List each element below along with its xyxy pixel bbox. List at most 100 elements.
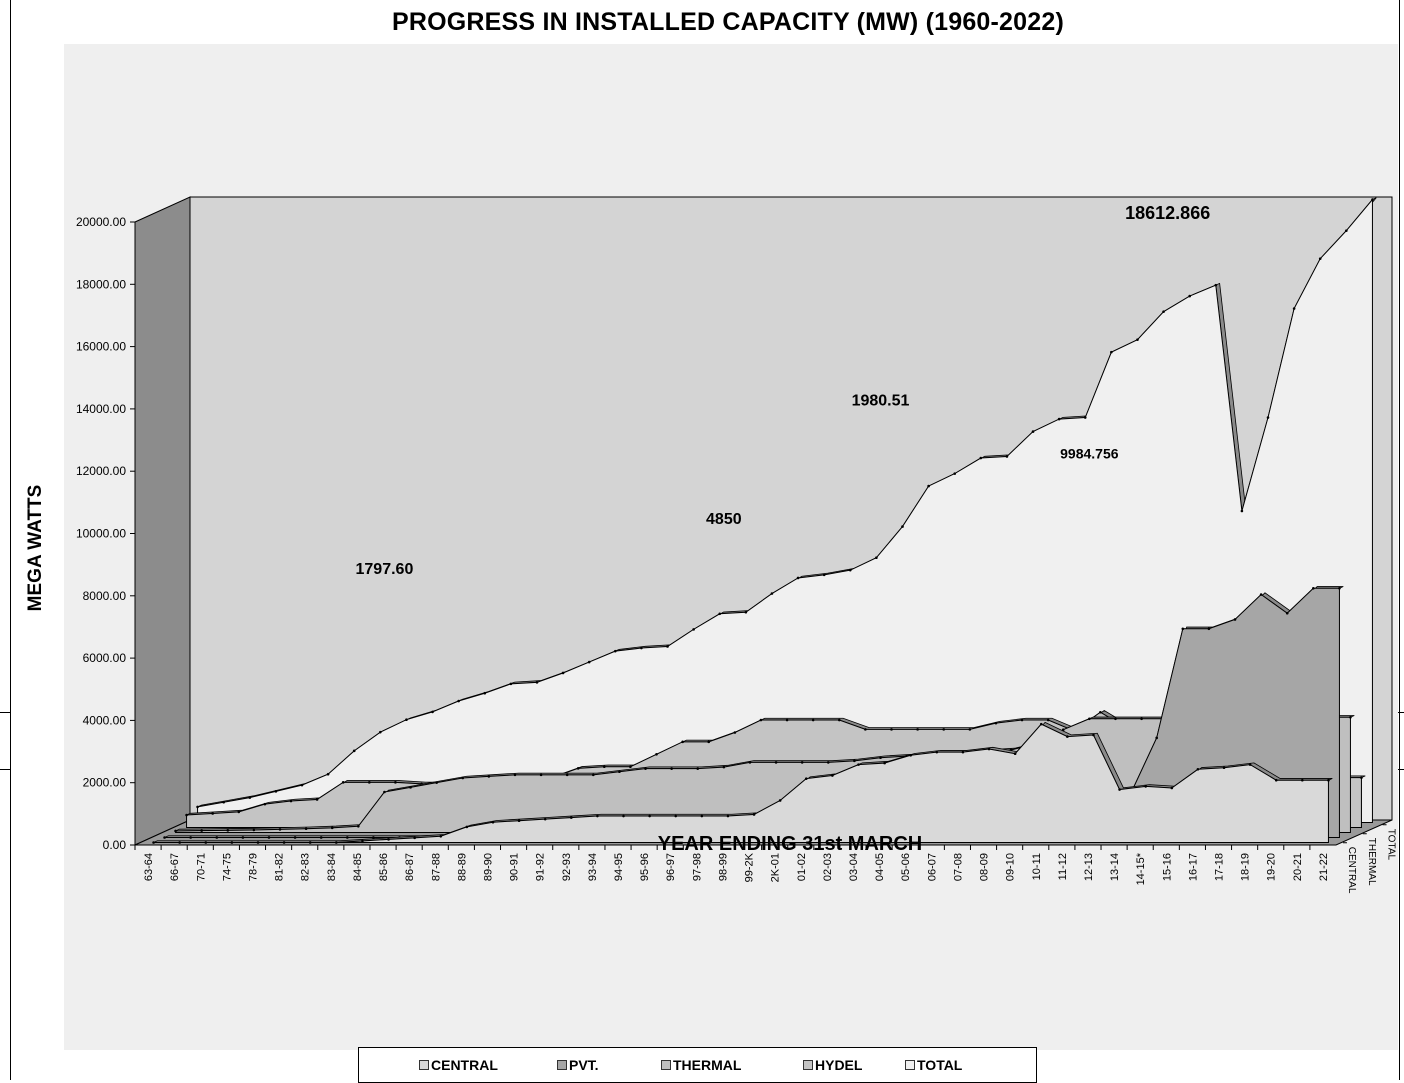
data-point-central bbox=[256, 841, 260, 844]
data-point-thermal bbox=[591, 773, 595, 777]
data-point-total bbox=[666, 645, 669, 648]
data-point-central bbox=[1144, 785, 1147, 788]
data-point-pvt bbox=[1155, 736, 1158, 740]
legend-item-thermal: THERMAL bbox=[661, 1057, 741, 1073]
legend-swatch bbox=[557, 1060, 567, 1070]
frame-edge-mark bbox=[0, 712, 10, 713]
data-point-thermal bbox=[774, 761, 778, 764]
legend-item-pvt: PVT. bbox=[557, 1057, 599, 1073]
data-point-total bbox=[1240, 509, 1244, 513]
y-tick-label: 0.00 bbox=[103, 838, 127, 852]
data-point-pvt bbox=[1259, 593, 1263, 596]
data-point-thermal bbox=[565, 773, 569, 777]
data-point-total bbox=[509, 682, 513, 686]
data-point-total bbox=[1110, 350, 1113, 354]
data-point-central bbox=[517, 819, 521, 822]
data-point-total bbox=[561, 671, 565, 675]
data-point-hydel bbox=[185, 813, 188, 817]
data-point-total bbox=[613, 649, 617, 653]
data-point-hydel bbox=[785, 718, 789, 722]
x-tick-label: 18-19 bbox=[1240, 853, 1252, 881]
x-tick-label: 82-83 bbox=[300, 853, 312, 881]
data-point-thermal bbox=[1140, 717, 1143, 721]
data-point-central bbox=[361, 839, 364, 843]
y-axis-label: MEGA WATTS bbox=[25, 484, 46, 612]
data-point-thermal bbox=[383, 790, 386, 794]
data-point-thermal bbox=[670, 767, 673, 770]
data-point-central bbox=[1222, 766, 1226, 770]
data-annotation: 18612.866 bbox=[1125, 203, 1210, 223]
data-point-total bbox=[770, 592, 774, 595]
data-point-thermal bbox=[618, 770, 621, 774]
data-point-central bbox=[387, 838, 390, 841]
x-tick-label: 96-97 bbox=[665, 853, 677, 881]
data-point-hydel bbox=[263, 802, 267, 806]
data-point-total bbox=[431, 710, 434, 714]
x-tick-label: 92-93 bbox=[561, 853, 573, 881]
data-point-pvt bbox=[1285, 611, 1289, 615]
data-annotation: 1797.60 bbox=[356, 561, 414, 578]
legend-swatch bbox=[905, 1060, 915, 1070]
x-tick-label: 93-94 bbox=[587, 853, 599, 881]
data-annotation: 9984.756 bbox=[1060, 446, 1119, 462]
data-point-hydel bbox=[681, 740, 684, 744]
data-point-central bbox=[1170, 786, 1174, 790]
data-point-pvt bbox=[1181, 627, 1185, 631]
data-point-central bbox=[282, 841, 286, 844]
x-tick-label: 21-22 bbox=[1318, 853, 1330, 881]
data-point-thermal bbox=[644, 767, 647, 770]
legend-item-hydel: HYDEL bbox=[803, 1057, 862, 1073]
data-point-total bbox=[1031, 430, 1035, 433]
data-point-pvt bbox=[241, 836, 245, 839]
legend-label: TOTAL bbox=[917, 1057, 963, 1073]
legend-label: PVT. bbox=[569, 1057, 599, 1073]
data-point-total bbox=[1136, 338, 1139, 341]
data-point-hydel bbox=[394, 781, 397, 784]
data-point-total bbox=[352, 749, 356, 753]
data-point-thermal bbox=[252, 828, 256, 832]
data-annotation: 1980.51 bbox=[852, 393, 910, 410]
data-point-central bbox=[752, 813, 756, 816]
legend-label: THERMAL bbox=[673, 1057, 742, 1073]
x-tick-label: 12-13 bbox=[1083, 853, 1095, 881]
data-point-thermal bbox=[748, 761, 752, 764]
data-point-central bbox=[1301, 778, 1304, 782]
data-point-central bbox=[987, 747, 991, 751]
x-tick-label: 17-18 bbox=[1214, 853, 1226, 881]
data-point-central bbox=[204, 841, 208, 844]
data-point-thermal bbox=[409, 786, 412, 789]
x-tick-label: 90-91 bbox=[509, 853, 521, 881]
data-point-total bbox=[927, 484, 930, 488]
chart-frame bbox=[10, 0, 1400, 1080]
x-tick-label: 88-89 bbox=[456, 853, 468, 881]
series-total bbox=[196, 197, 1377, 823]
data-point-thermal bbox=[539, 773, 543, 777]
data-point-hydel bbox=[1046, 718, 1050, 722]
data-point-hydel bbox=[315, 798, 319, 801]
data-point-hydel bbox=[237, 810, 241, 814]
data-point-hydel bbox=[864, 728, 867, 731]
data-point-central bbox=[491, 820, 495, 824]
data-point-hydel bbox=[1360, 776, 1363, 779]
x-tick-label: 95-96 bbox=[639, 853, 651, 881]
legend-label: HYDEL bbox=[815, 1057, 863, 1073]
x-tick-label: 11-12 bbox=[1057, 853, 1069, 880]
frame-edge-mark bbox=[1398, 769, 1404, 770]
legend-swatch bbox=[419, 1060, 429, 1070]
data-point-total bbox=[640, 646, 643, 650]
data-point-total bbox=[405, 718, 408, 722]
data-point-thermal bbox=[696, 767, 700, 770]
data-point-central bbox=[778, 799, 782, 802]
data-point-total bbox=[483, 691, 487, 695]
data-point-thermal bbox=[330, 826, 334, 830]
data-point-central bbox=[831, 774, 834, 777]
data-point-central bbox=[335, 841, 338, 844]
legend-item-total: TOTAL bbox=[905, 1057, 962, 1073]
data-point-central bbox=[1066, 735, 1069, 738]
x-axis-label: YEAR ENDING 31st MARCH bbox=[658, 833, 922, 855]
data-point-pvt bbox=[215, 836, 219, 839]
depth-label: CENTRAL bbox=[1346, 847, 1357, 894]
frame-edge-mark bbox=[0, 769, 10, 770]
x-tick-label: 99-2K bbox=[744, 852, 756, 882]
